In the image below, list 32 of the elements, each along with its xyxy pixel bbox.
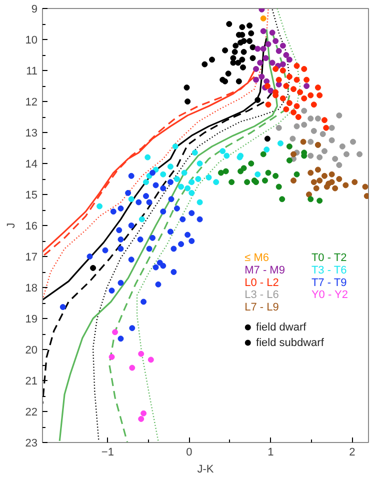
y-axis-title: J xyxy=(5,222,18,228)
text: M7 - M9 xyxy=(244,264,285,276)
text: T0 - T2 xyxy=(311,252,347,264)
text: L3 - L6 xyxy=(244,289,279,302)
y-tick-label: 12 xyxy=(25,96,38,108)
y-tick-label: 20 xyxy=(25,344,38,356)
y-tick-label: 22 xyxy=(25,406,38,418)
text: T7 - T9 xyxy=(311,276,347,289)
y-tick-label: 23 xyxy=(25,438,38,450)
text: L0 - L2 xyxy=(244,276,279,289)
y-tick-label: 15 xyxy=(25,190,38,202)
x-tick-label: 2 xyxy=(349,446,356,458)
x-tick-label: −1 xyxy=(101,446,114,458)
y-tick-label: 10 xyxy=(25,34,38,46)
y-tick-label: 11 xyxy=(26,66,38,78)
x-tick-label: 1 xyxy=(268,446,274,458)
y-tick-label: 16 xyxy=(25,220,38,232)
text: L7 - L9 xyxy=(244,302,279,314)
y-tick-label: 14 xyxy=(25,158,38,170)
y-tick-label: 19 xyxy=(25,314,38,326)
y-tick-label: 18 xyxy=(25,282,38,294)
y-tick-label: 13 xyxy=(25,128,38,140)
text: T3 - T6 xyxy=(311,264,347,276)
y-tick-label: 21 xyxy=(25,376,38,388)
y-tick-label: 17 xyxy=(25,252,38,264)
y-tick-label: 9 xyxy=(31,4,38,16)
text: Y0 - Y2 xyxy=(311,289,348,302)
legend-label: field subdwarf xyxy=(256,336,325,349)
annotation: field dwarf xyxy=(256,321,308,334)
text: ≤ M6 xyxy=(244,252,269,264)
x-axis-title: J-K xyxy=(197,464,214,476)
x-tick-label: 0 xyxy=(186,446,192,458)
